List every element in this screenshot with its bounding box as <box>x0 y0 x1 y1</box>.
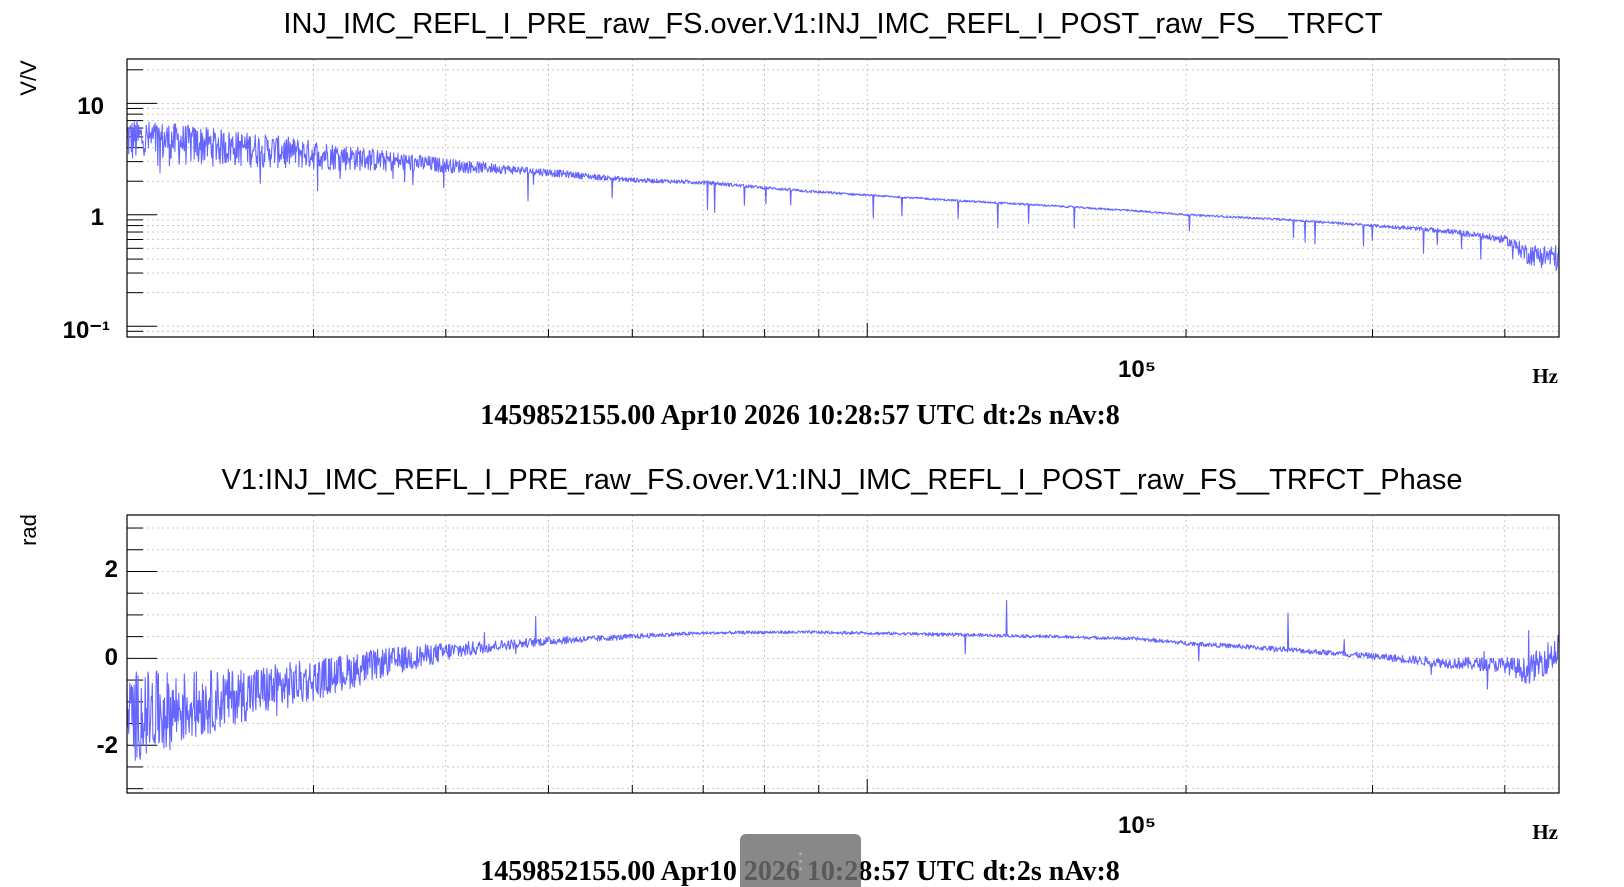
bottom-grid <box>127 515 1559 793</box>
top-info-line: 1459852155.00 Apr10 2026 10:28:57 UTC dt… <box>480 400 1120 431</box>
top-xtick-label-1e5: 10⁵ <box>1118 356 1156 383</box>
floating-toolbar-button[interactable]: ⋮ <box>740 834 861 887</box>
bottom-chart-title: V1:INJ_IMC_REFL_I_PRE_raw_FS.over.V1:INJ… <box>221 464 1462 496</box>
bottom-xtick-label-1e5: 10⁵ <box>1118 812 1156 839</box>
bottom-series-line <box>127 599 1559 761</box>
bottom-y-ticks <box>127 527 1506 793</box>
top-series-line <box>127 120 1559 272</box>
top-x-axis-unit: Hz <box>1532 364 1558 388</box>
toolbar-glyph: ⋮ <box>789 848 812 873</box>
bottom-ytick-label-0: 0 <box>105 644 118 671</box>
top-ytick-label-10: 10 <box>77 93 104 120</box>
bottom-plot-frame <box>126 514 1560 794</box>
bottom-series-phase <box>127 599 1559 761</box>
bottom-y-axis-label: rad <box>16 514 41 546</box>
bottom-ytick-label-2: 2 <box>105 556 118 583</box>
top-ytick-label-0.1: 10⁻¹ <box>63 317 110 344</box>
bottom-ytick-label-minus2: -2 <box>97 732 118 759</box>
top-series-magnitude <box>127 120 1559 272</box>
top-plot-frame <box>126 58 1560 338</box>
top-ytick-label-1: 1 <box>91 204 104 231</box>
top-grid <box>127 59 1559 337</box>
top-chart-title: INJ_IMC_REFL_I_PRE_raw_FS.over.V1:INJ_IM… <box>283 8 1382 40</box>
top-y-ticks <box>127 69 1506 337</box>
bottom-x-axis-unit: Hz <box>1532 820 1558 844</box>
top-y-axis-label: V/V <box>16 60 41 96</box>
